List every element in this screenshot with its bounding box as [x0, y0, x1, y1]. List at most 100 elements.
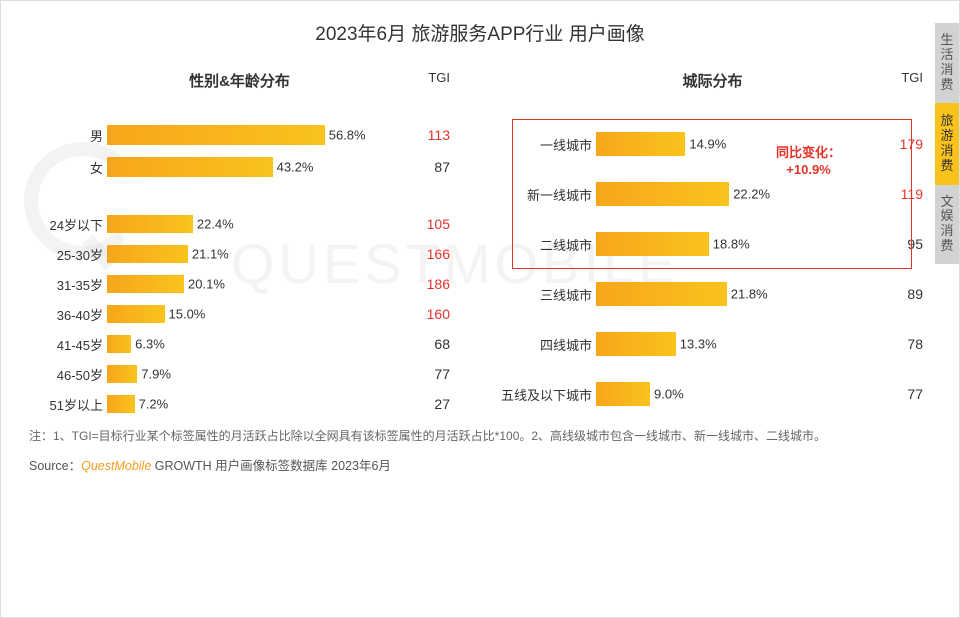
left-rows: 男56.8%113女43.2%8724岁以下22.4%10525-30岁21.1… — [23, 97, 456, 419]
bar-row: 二线城市18.8%95 — [496, 219, 929, 269]
right-rows: 一线城市14.9%179新一线城市22.2%119二线城市18.8%95三线城市… — [496, 97, 929, 419]
row-label: 51岁以上 — [23, 395, 107, 414]
row-label: 新一线城市 — [496, 185, 596, 204]
tgi-value: 27 — [420, 396, 456, 412]
bar-value: 15.0% — [169, 307, 206, 322]
row-label: 24岁以下 — [23, 215, 107, 234]
bar: 56.8% — [107, 125, 325, 145]
bar-row: 新一线城市22.2%119 — [496, 169, 929, 219]
bar-row: 男56.8%113 — [23, 119, 456, 151]
footnote: 注：1、TGI=目标行业某个标签属性的月活跃占比除以全网具有该标签属性的月活跃占… — [1, 419, 959, 445]
side-tab[interactable]: 文娱消费 — [935, 185, 959, 265]
tgi-value: 95 — [893, 236, 929, 252]
bar-row: 31-35岁20.1% 186 — [23, 269, 456, 299]
row-label: 46-50岁 — [23, 365, 107, 384]
row-label: 五线及以下城市 — [496, 385, 596, 404]
bar-row: 46-50岁7.9%77 — [23, 359, 456, 389]
bar-area: 18.8% — [596, 232, 746, 256]
row-label: 二线城市 — [496, 235, 596, 254]
row-label: 41-45岁 — [23, 335, 107, 354]
bar: 22.4% — [107, 215, 193, 233]
side-tab[interactable]: 旅游消费 — [935, 103, 959, 185]
bar-row: 41-45岁6.3%68 — [23, 329, 456, 359]
bar-area: 13.3% — [596, 332, 746, 356]
bar-area: 21.1% — [107, 245, 337, 263]
bar-value: 22.2% — [733, 187, 770, 202]
bar-value: 18.8% — [713, 237, 750, 252]
source-brand: QuestMobile — [81, 459, 151, 473]
bar-value: 7.9% — [141, 367, 171, 382]
bar: 22.2% — [596, 182, 729, 206]
tgi-value: 113 — [420, 127, 456, 143]
bar: 7.9% — [107, 365, 137, 383]
row-label: 男 — [23, 126, 107, 145]
left-tgi-header: TGI — [428, 70, 450, 85]
tgi-value: 186 — [420, 276, 456, 292]
tgi-value: 77 — [893, 386, 929, 402]
bar-row: 女43.2%87 — [23, 151, 456, 183]
side-tabs: 生活消费旅游消费文娱消费 — [935, 23, 959, 264]
bar-row: 四线城市 13.3% 78 — [496, 319, 929, 369]
bar-area: 22.4% — [107, 215, 337, 233]
bar-area: 56.8% — [107, 125, 337, 145]
bar-row: 一线城市 14.9% 179 — [496, 119, 929, 169]
left-chart: 性别&年龄分布 TGI 男56.8%113女43.2%8724岁以下22.4%1… — [23, 70, 456, 419]
bar-area: 9.0% — [596, 382, 746, 406]
tgi-value: 179 — [893, 136, 929, 152]
chart-container: QUESTMOBILE 2023年6月 旅游服务APP行业 用户画像 性别&年龄… — [0, 0, 960, 618]
bar: 21.8% — [596, 282, 727, 306]
row-label: 三线城市 — [496, 285, 596, 304]
tgi-value: 68 — [420, 336, 456, 352]
bar-area: 20.1% — [107, 275, 337, 293]
bar-value: 14.9% — [689, 137, 726, 152]
bar-row: 24岁以下22.4%105 — [23, 209, 456, 239]
bar-value: 9.0% — [654, 387, 684, 402]
bar: 18.8% — [596, 232, 709, 256]
bar: 21.1% — [107, 245, 188, 263]
bar-row: 三线城市21.8%89 — [496, 269, 929, 319]
bar-value: 56.8% — [329, 128, 366, 143]
bar: 9.0% — [596, 382, 650, 406]
annotation-line2: +10.9% — [776, 162, 841, 179]
row-label: 女 — [23, 158, 107, 177]
bar: 7.2% — [107, 395, 135, 413]
annotation-line1: 同比变化： — [776, 145, 841, 162]
bar-value: 13.3% — [680, 337, 717, 352]
tgi-value: 89 — [893, 286, 929, 302]
bar-row: 36-40岁15.0%160 — [23, 299, 456, 329]
bar-area: 14.9% — [596, 132, 746, 156]
page-title: 2023年6月 旅游服务APP行业 用户画像 — [1, 1, 959, 46]
bar: 15.0% — [107, 305, 165, 323]
tgi-value: 78 — [893, 336, 929, 352]
bar: 43.2% — [107, 157, 273, 177]
bar-row: 五线及以下城市9.0%77 — [496, 369, 929, 419]
row-label: 一线城市 — [496, 135, 596, 154]
source-rest: GROWTH 用户画像标签数据库 2023年6月 — [151, 459, 391, 473]
bar-area: 7.9% — [107, 365, 337, 383]
row-label: 四线城市 — [496, 335, 596, 354]
right-subtitle: 城际分布 — [496, 70, 929, 91]
row-label: 31-35岁 — [23, 275, 107, 294]
bar-area: 15.0% — [107, 305, 337, 323]
tgi-value: 87 — [420, 159, 456, 175]
left-subtitle: 性别&年龄分布 — [23, 70, 456, 91]
bar-value: 43.2% — [277, 160, 314, 175]
tgi-value: 160 — [420, 306, 456, 322]
tgi-value: 119 — [893, 186, 929, 202]
bar-row: 25-30岁21.1% 166 — [23, 239, 456, 269]
bar-area: 21.8% — [596, 282, 746, 306]
tgi-value: 166 — [420, 246, 456, 262]
right-chart: 城际分布 TGI 一线城市14.9%179新一线城市22.2%119二线城市18… — [496, 70, 929, 419]
row-label: 36-40岁 — [23, 305, 107, 324]
bar-value: 7.2% — [139, 397, 169, 412]
tgi-value: 105 — [420, 216, 456, 232]
bar-area: 22.2% — [596, 182, 746, 206]
bar-area: 43.2% — [107, 157, 337, 177]
bar-row: 51岁以上7.2%27 — [23, 389, 456, 419]
bar-value: 21.8% — [731, 287, 768, 302]
side-tab[interactable]: 生活消费 — [935, 23, 959, 103]
right-tgi-header: TGI — [901, 70, 923, 85]
row-label: 25-30岁 — [23, 245, 107, 264]
bar-area: 7.2% — [107, 395, 337, 413]
bar-value: 22.4% — [197, 217, 234, 232]
